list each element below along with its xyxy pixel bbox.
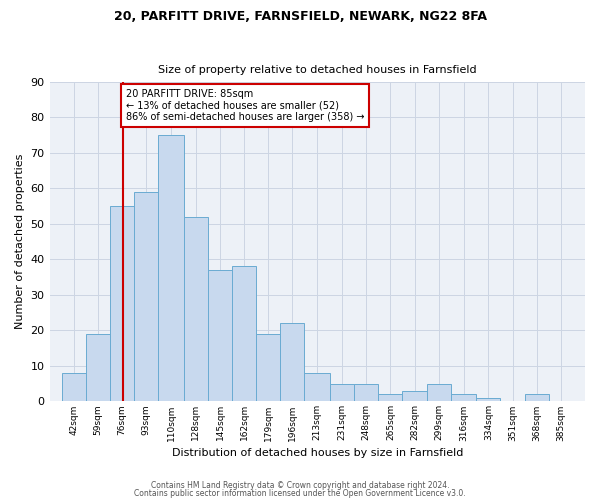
- Bar: [354, 384, 379, 402]
- Y-axis label: Number of detached properties: Number of detached properties: [15, 154, 25, 330]
- Text: 20, PARFITT DRIVE, FARNSFIELD, NEWARK, NG22 8FA: 20, PARFITT DRIVE, FARNSFIELD, NEWARK, N…: [113, 10, 487, 23]
- Text: 20 PARFITT DRIVE: 85sqm
← 13% of detached houses are smaller (52)
86% of semi-de: 20 PARFITT DRIVE: 85sqm ← 13% of detache…: [125, 89, 364, 122]
- Bar: [403, 391, 427, 402]
- Bar: [476, 398, 500, 402]
- Bar: [62, 373, 86, 402]
- Bar: [232, 266, 256, 402]
- Text: Contains HM Land Registry data © Crown copyright and database right 2024.: Contains HM Land Registry data © Crown c…: [151, 481, 449, 490]
- Bar: [86, 334, 110, 402]
- Bar: [134, 192, 158, 402]
- Bar: [110, 206, 134, 402]
- Bar: [304, 373, 330, 402]
- Bar: [330, 384, 354, 402]
- Bar: [208, 270, 232, 402]
- Bar: [280, 324, 304, 402]
- Bar: [451, 394, 476, 402]
- Title: Size of property relative to detached houses in Farnsfield: Size of property relative to detached ho…: [158, 66, 476, 76]
- Bar: [158, 135, 184, 402]
- Bar: [524, 394, 549, 402]
- Bar: [184, 217, 208, 402]
- Text: Contains public sector information licensed under the Open Government Licence v3: Contains public sector information licen…: [134, 488, 466, 498]
- Bar: [256, 334, 280, 402]
- X-axis label: Distribution of detached houses by size in Farnsfield: Distribution of detached houses by size …: [172, 448, 463, 458]
- Bar: [427, 384, 451, 402]
- Bar: [379, 394, 403, 402]
